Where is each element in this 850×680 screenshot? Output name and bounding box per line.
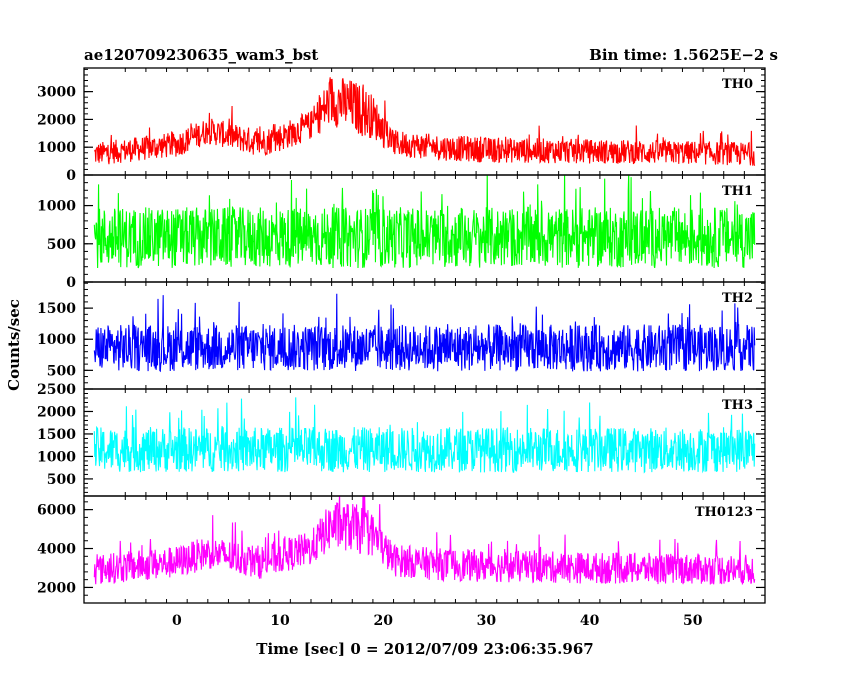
y-tick-label: 500: [47, 363, 76, 379]
panel-frame: [83, 67, 766, 176]
x-tick-label: 50: [683, 613, 703, 629]
series-th1-trace: [93, 175, 756, 269]
series-th0123-trace: [93, 496, 756, 585]
y-tick-label: 6000: [37, 503, 76, 519]
panel-label-th3: TH3: [722, 398, 753, 413]
panel-label-th1: TH1: [722, 184, 753, 199]
panel-th0: 0 1000 2000 3000 TH0: [37, 67, 766, 184]
panel-th0123: 2000 4000 6000 TH0123: [37, 495, 766, 604]
y-tick-label: 2000: [37, 404, 76, 420]
x-tick-label: 30: [477, 613, 497, 629]
panel-label-th2: TH2: [722, 291, 753, 306]
y-tick-label: 0: [66, 275, 76, 291]
panel-th3: 500 1000 1500 2000 2500 TH3: [37, 382, 766, 497]
x-tick-label: 40: [580, 613, 600, 629]
x-tick-label: 10: [270, 613, 290, 629]
x-axis-label: Time [sec] 0 = 2012/07/09 23:06:35.967: [256, 640, 593, 658]
panel-frame: [83, 495, 766, 604]
bin-time-label: Bin time: 1.5625E−2 s: [589, 46, 778, 64]
y-tick-label: 1500: [37, 301, 76, 317]
panels-group: 0 1000 2000 3000 TH0 0 500 1000 TH1 500 1000 1500 TH…: [37, 67, 766, 604]
y-tick-label: 1000: [37, 199, 76, 215]
y-tick-label: 4000: [37, 542, 76, 558]
y-tick-label: 500: [47, 472, 76, 488]
y-axis-label: Counts/sec: [5, 299, 23, 391]
x-tick-label: 20: [373, 613, 393, 629]
series-th3-trace: [93, 397, 756, 474]
y-tick-label: 1500: [37, 427, 76, 443]
y-tick-label: 500: [47, 237, 76, 253]
y-tick-label: 1000: [37, 332, 76, 348]
panel-th2: 500 1000 1500 TH2: [37, 281, 766, 390]
y-tick-label: 2500: [37, 382, 76, 398]
panel-label-th0: TH0: [722, 77, 753, 92]
y-tick-label: 1000: [37, 449, 76, 465]
y-tick-label: 3000: [37, 85, 76, 101]
y-tick-label: 2000: [37, 112, 76, 128]
series-th0-trace: [93, 77, 756, 166]
series-th2-trace: [93, 293, 756, 373]
x-tick-label: 0: [172, 613, 182, 629]
chart-title: ae120709230635_wam3_bst: [84, 46, 318, 64]
panel-th1: 0 500 1000 TH1: [37, 174, 766, 291]
panel-label-th0123: TH0123: [695, 505, 753, 520]
x-axis: 0 10 20 30 40 50: [172, 613, 703, 629]
y-tick-label: 0: [66, 168, 76, 184]
y-tick-label: 1000: [37, 140, 76, 156]
y-tick-label: 2000: [37, 580, 76, 596]
